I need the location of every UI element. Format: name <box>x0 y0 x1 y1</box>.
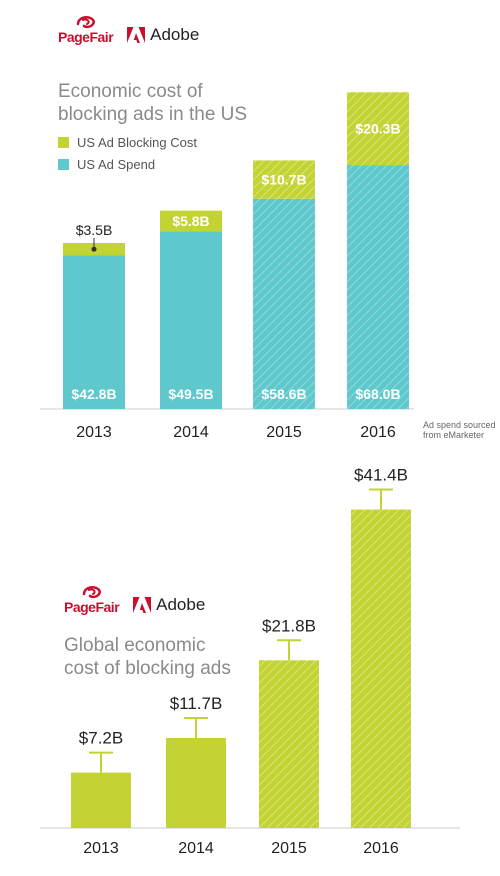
x-tick-label-chart2-2013: 2013 <box>83 840 119 857</box>
data-label-global-cost-2014: $11.7B <box>170 694 223 713</box>
chart1-legend: US Ad Blocking Cost US Ad Spend <box>58 131 197 175</box>
bar-us-ad-spend-2016 <box>347 165 409 409</box>
chart2-title: Global economic cost of blocking ads <box>64 635 231 679</box>
pagefair-logo: PageFair <box>58 14 114 45</box>
bar-global-cost-2013 <box>71 772 131 828</box>
callout-dot-2013 <box>91 246 97 252</box>
adobe-logo: Adobe <box>127 26 199 44</box>
bar-us-ad-blocking-cost-2015 <box>253 160 315 199</box>
brand-logos-bottom: PageFair Adobe <box>64 584 205 614</box>
pagefair-wordmark: PageFair <box>58 29 114 45</box>
legend-swatch-ad-spend <box>58 158 69 170</box>
x-tick-label-chart1-2015: 2015 <box>266 424 302 441</box>
bar-us-ad-blocking-cost-2016 <box>347 92 409 166</box>
x-tick-label-chart2-2016: 2016 <box>363 840 399 857</box>
pagefair-swirl-icon <box>82 585 101 599</box>
bar-us-ad-blocking-cost-2014 <box>160 210 222 232</box>
pagefair-wordmark-2: PageFair <box>64 599 120 615</box>
data-label-us-ad-blocking-cost-2015: $10.7B <box>261 172 306 188</box>
bar-global-cost-2015 <box>259 660 319 828</box>
data-label-us-ad-blocking-cost-2016: $20.3B <box>355 121 400 137</box>
adobe-wordmark-2: Adobe <box>156 595 206 614</box>
x-tick-label-chart1-2016: 2016 <box>360 424 396 441</box>
data-label-global-cost-2013: $7.2B <box>79 729 123 748</box>
pagefair-swirl-icon <box>76 15 95 29</box>
legend-item-ad-blocking-cost: US Ad Blocking Cost <box>58 131 197 153</box>
adobe-icon <box>127 27 146 43</box>
data-label-us-ad-blocking-cost-2013: $3.5B <box>76 222 113 238</box>
legend-label-ad-blocking-cost: US Ad Blocking Cost <box>77 134 197 150</box>
legend-label-ad-spend: US Ad Spend <box>77 156 156 172</box>
bar-global-cost-2016 <box>351 509 411 828</box>
x-tick-label-chart1-2013: 2013 <box>76 424 112 441</box>
x-tick-label-chart2-2014: 2014 <box>178 840 214 857</box>
adobe-icon <box>133 597 152 613</box>
data-label-global-cost-2015: $21.8B <box>262 616 316 635</box>
x-tick-label-chart1-2014: 2014 <box>173 424 209 441</box>
bar-us-ad-spend-2015 <box>253 198 315 409</box>
x-tick-label-chart2-2015: 2015 <box>271 840 307 857</box>
brand-logos-top: PageFair Adobe <box>58 14 199 44</box>
bar-us-ad-spend-2014 <box>160 231 222 409</box>
data-label-us-ad-spend-2016: $68.0B <box>355 386 400 402</box>
pagefair-logo-2: PageFair <box>64 584 120 615</box>
data-label-global-cost-2016: $41.4B <box>354 466 408 485</box>
adobe-logo-2: Adobe <box>133 596 205 614</box>
data-label-us-ad-spend-2014: $49.5B <box>168 386 213 402</box>
adobe-wordmark: Adobe <box>150 25 200 44</box>
legend-swatch-ad-blocking-cost <box>58 136 69 148</box>
legend-item-ad-spend: US Ad Spend <box>58 153 197 175</box>
bar-global-cost-2014 <box>166 738 226 828</box>
data-label-us-ad-spend-2013: $42.8B <box>71 386 116 402</box>
chart1-source-note: Ad spend sourced from eMarketer <box>423 420 496 440</box>
bar-us-ad-spend-2013 <box>63 255 125 409</box>
data-label-us-ad-spend-2015: $58.6B <box>261 386 306 402</box>
chart1-title: Economic cost of blocking ads in the US <box>58 81 248 125</box>
data-label-us-ad-blocking-cost-2014: $5.8B <box>172 213 209 229</box>
